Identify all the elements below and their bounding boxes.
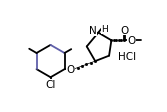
Text: H: H <box>101 25 108 34</box>
Text: O: O <box>120 25 129 35</box>
Text: N: N <box>89 26 97 36</box>
Text: O: O <box>128 36 136 46</box>
Text: Cl: Cl <box>45 79 56 89</box>
Text: HCl: HCl <box>118 52 136 62</box>
Text: O: O <box>67 65 75 74</box>
